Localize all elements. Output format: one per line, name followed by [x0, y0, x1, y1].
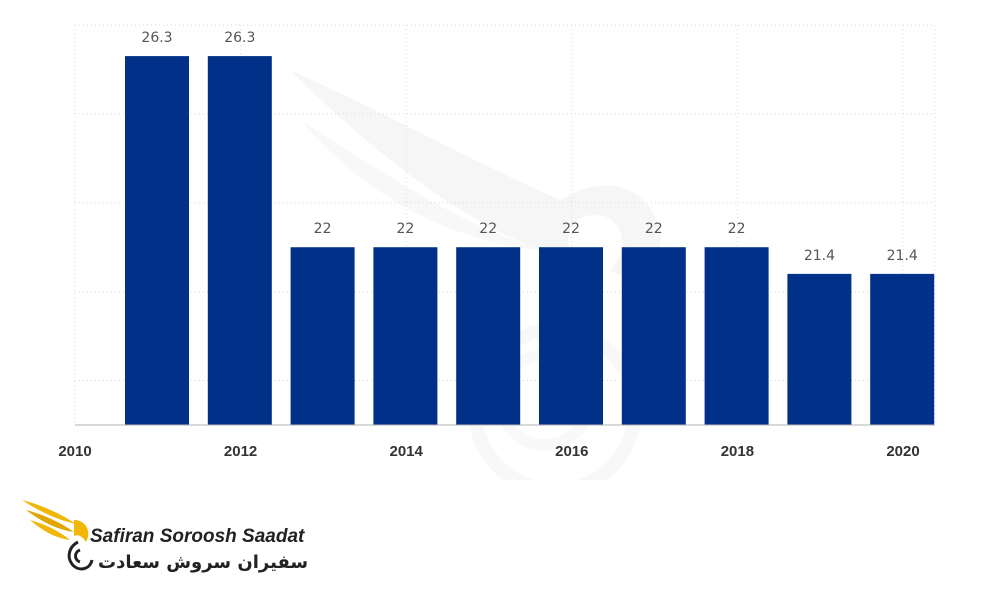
brand-name-english: Safiran Soroosh Saadat [90, 526, 305, 547]
bar-2016[interactable] [539, 247, 603, 425]
x-tick-label-2014: 2014 [390, 443, 424, 460]
x-tick-label-2012: 2012 [224, 443, 257, 460]
data-label-2020: 21.4 [887, 248, 918, 264]
data-label-2013: 22 [314, 221, 332, 237]
bar-2013[interactable] [290, 247, 355, 425]
bar-2019[interactable] [787, 273, 852, 425]
data-label-2014: 22 [396, 221, 414, 237]
x-tick-label-2010: 2010 [58, 443, 91, 460]
bars [125, 56, 935, 425]
bar-2017[interactable] [621, 247, 686, 425]
bar-2015[interactable] [456, 247, 521, 425]
x-axis-tick-labels: 2010 2012 2014 2016 2018 2020 [58, 443, 919, 460]
x-tick-label-2016: 2016 [555, 443, 588, 460]
brand-logo: Safiran Soroosh Saadat سفیران سروش سعادت [18, 490, 318, 590]
data-label-2019: 21.4 [804, 248, 835, 264]
bar-2020[interactable] [870, 273, 935, 425]
brand-name-persian: سفیران سروش سعادت [98, 552, 309, 573]
data-label-2017: 22 [645, 221, 663, 237]
x-tick-label-2020: 2020 [886, 443, 919, 460]
data-label-2018: 22 [728, 221, 746, 237]
data-label-2015: 22 [479, 221, 497, 237]
bar-2012[interactable] [207, 56, 272, 425]
data-label-2016: 22 [562, 221, 580, 237]
x-tick-label-2018: 2018 [721, 443, 754, 460]
phoenix-logo-icon [22, 500, 94, 571]
data-label-2012: 26.3 [224, 30, 255, 46]
bar-2014[interactable] [373, 247, 438, 425]
bar-2011[interactable] [125, 56, 189, 425]
bar-2018[interactable] [704, 247, 769, 425]
data-label-2011: 26.3 [141, 30, 172, 46]
data-labels: 26.3 26.3 22 22 22 22 22 22 21.4 21.4 [141, 30, 917, 264]
